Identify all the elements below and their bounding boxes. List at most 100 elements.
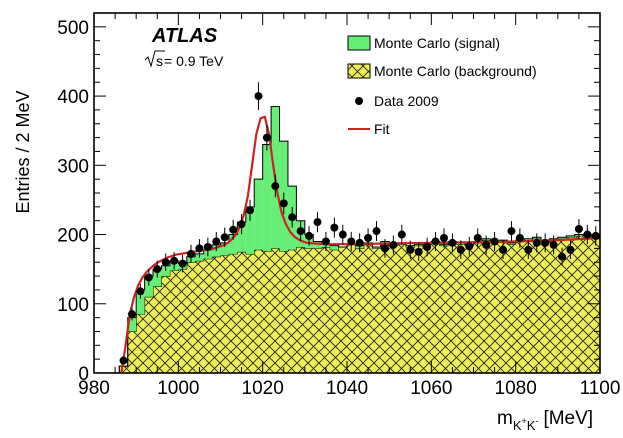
signal-outline: [118, 105, 600, 373]
background-bin: [262, 251, 272, 373]
data-point: [136, 287, 145, 296]
data-point: [541, 238, 550, 247]
background-bin: [490, 242, 499, 373]
data-point: [380, 244, 389, 253]
signal-bin: [220, 242, 229, 256]
legend-signal-swatch: [347, 35, 371, 51]
background-bin: [279, 251, 288, 373]
background-bin: [583, 237, 592, 373]
data-point: [170, 256, 179, 265]
background-bin: [178, 269, 187, 373]
background-bin: [422, 244, 432, 373]
background-bin: [228, 253, 238, 373]
legend-background-label: Monte Carlo (background): [374, 63, 537, 79]
data-point: [127, 310, 136, 319]
data-point: [591, 231, 600, 240]
background-bin: [313, 248, 322, 373]
data-point: [229, 225, 238, 234]
background-bin: [481, 240, 491, 373]
background-bin: [237, 251, 246, 373]
signal-bin: [245, 206, 255, 254]
data-2009-series: [119, 82, 600, 365]
data-point: [583, 230, 592, 239]
legend-data-marker: [355, 97, 363, 105]
background-bin: [119, 366, 128, 373]
energy-s: s: [156, 53, 163, 69]
data-point: [549, 240, 558, 249]
data-point: [195, 244, 204, 253]
signal-bin: [372, 247, 381, 249]
legend-data-label: Data 2009: [374, 93, 439, 109]
x-label-sub1: K: [513, 418, 522, 433]
data-point: [237, 220, 246, 229]
data-point: [439, 234, 448, 242]
background-bin: [540, 241, 550, 373]
background-bin: [161, 276, 170, 373]
x-tick-label: 1000: [157, 378, 199, 399]
signal-bin: [254, 179, 263, 250]
data-point: [507, 227, 516, 236]
background-bin: [186, 262, 196, 373]
background-bin: [321, 247, 331, 373]
data-point: [338, 230, 347, 239]
data-point: [178, 259, 187, 268]
data-point: [153, 265, 162, 274]
x-tick-label: 1060: [410, 378, 452, 399]
signal-bin: [330, 245, 339, 250]
data-point: [203, 243, 212, 251]
data-point: [119, 356, 128, 365]
background-bin: [296, 247, 305, 373]
signal-bin: [313, 241, 322, 249]
x-label-sub2: K: [527, 418, 536, 433]
signal-bin: [144, 276, 154, 297]
data-point: [515, 234, 524, 242]
x-label-sup1: +: [522, 416, 527, 426]
mc-background-series: [94, 235, 600, 374]
background-bin: [473, 242, 482, 373]
data-point: [246, 206, 255, 215]
y-tick-labels: 0 100 200 300 400 500: [57, 18, 89, 385]
background-bin: [338, 247, 347, 373]
energy-label: s = 0.9 TeV: [144, 50, 224, 69]
data-point: [262, 133, 271, 142]
plot-area: [94, 82, 601, 374]
background-bin: [448, 242, 457, 373]
data-point: [161, 258, 170, 267]
x-tick-label: 980: [78, 378, 110, 399]
data-point: [524, 245, 533, 254]
background-bin: [456, 244, 466, 373]
background-bin: [406, 247, 415, 373]
data-point: [364, 234, 373, 242]
y-tick-label: 0: [78, 364, 89, 385]
x-tick-label: 1040: [326, 378, 368, 399]
background-bin: [254, 249, 263, 373]
data-point: [406, 245, 415, 254]
data-point: [456, 245, 465, 254]
background-bin: [127, 331, 137, 373]
background-bin: [414, 245, 423, 373]
signal-bin: [557, 237, 567, 239]
background-bin: [574, 235, 584, 373]
data-point: [220, 233, 229, 242]
data-point: [347, 237, 356, 246]
data-point: [499, 245, 508, 254]
y-tick-label: 100: [57, 295, 89, 316]
data-point: [212, 237, 221, 246]
background-bin: [245, 253, 255, 373]
data-point: [321, 237, 330, 246]
background-bin: [439, 245, 449, 373]
data-point: [144, 273, 153, 282]
x-tick-label: 1080: [495, 378, 537, 399]
background-bin: [355, 248, 364, 373]
x-label-sup2: -: [535, 416, 538, 426]
background-bin: [557, 238, 567, 373]
background-bin: [532, 238, 541, 373]
background-bin: [220, 255, 229, 373]
legend-background-swatch: [347, 63, 371, 79]
data-point: [296, 227, 305, 236]
data-point: [473, 234, 482, 242]
background-bin: [372, 248, 381, 373]
sqrt-symbol: [144, 50, 165, 68]
background-bin: [330, 249, 339, 373]
